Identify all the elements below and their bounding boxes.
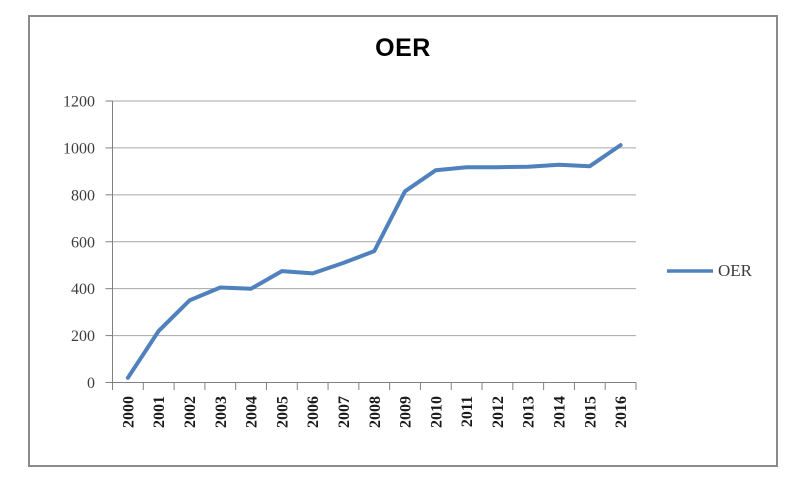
- legend-series-label: OER: [718, 261, 752, 280]
- x-tick-label: 2014: [552, 396, 569, 428]
- x-tick-label: 2015: [582, 396, 599, 428]
- x-tick-label: 2013: [521, 396, 538, 428]
- x-tick-label: 2001: [151, 396, 168, 428]
- y-tick-label: 1000: [63, 140, 95, 157]
- y-tick-label: 600: [71, 234, 95, 251]
- x-tick-label: 2005: [274, 396, 291, 428]
- x-tick-label: 2008: [367, 396, 384, 428]
- x-tick-label: 2012: [490, 396, 507, 428]
- x-tick-label: 2003: [213, 396, 230, 428]
- x-tick-label: 2002: [182, 396, 199, 428]
- y-tick-label: 1200: [63, 94, 95, 111]
- x-tick-label: 2007: [336, 396, 353, 428]
- x-tick-label: 2006: [305, 396, 322, 428]
- x-tick-label: 2016: [613, 396, 630, 428]
- legend-line-swatch: [667, 269, 713, 273]
- x-tick-label: 2010: [428, 396, 445, 428]
- legend: OER: [666, 261, 752, 281]
- chart-title: OER: [375, 34, 431, 62]
- x-tick-label: 2004: [244, 396, 261, 428]
- y-tick-label: 800: [71, 187, 95, 204]
- y-tick-label: 200: [71, 328, 95, 345]
- y-tick-label: 0: [87, 375, 95, 392]
- y-tick-label: 400: [71, 281, 95, 298]
- x-tick-label: 2011: [459, 396, 476, 427]
- chart-frame: [28, 15, 778, 467]
- series-line-oer: [125, 143, 623, 380]
- x-tick-label: 2000: [120, 396, 137, 428]
- x-tick-label: 2009: [398, 396, 415, 428]
